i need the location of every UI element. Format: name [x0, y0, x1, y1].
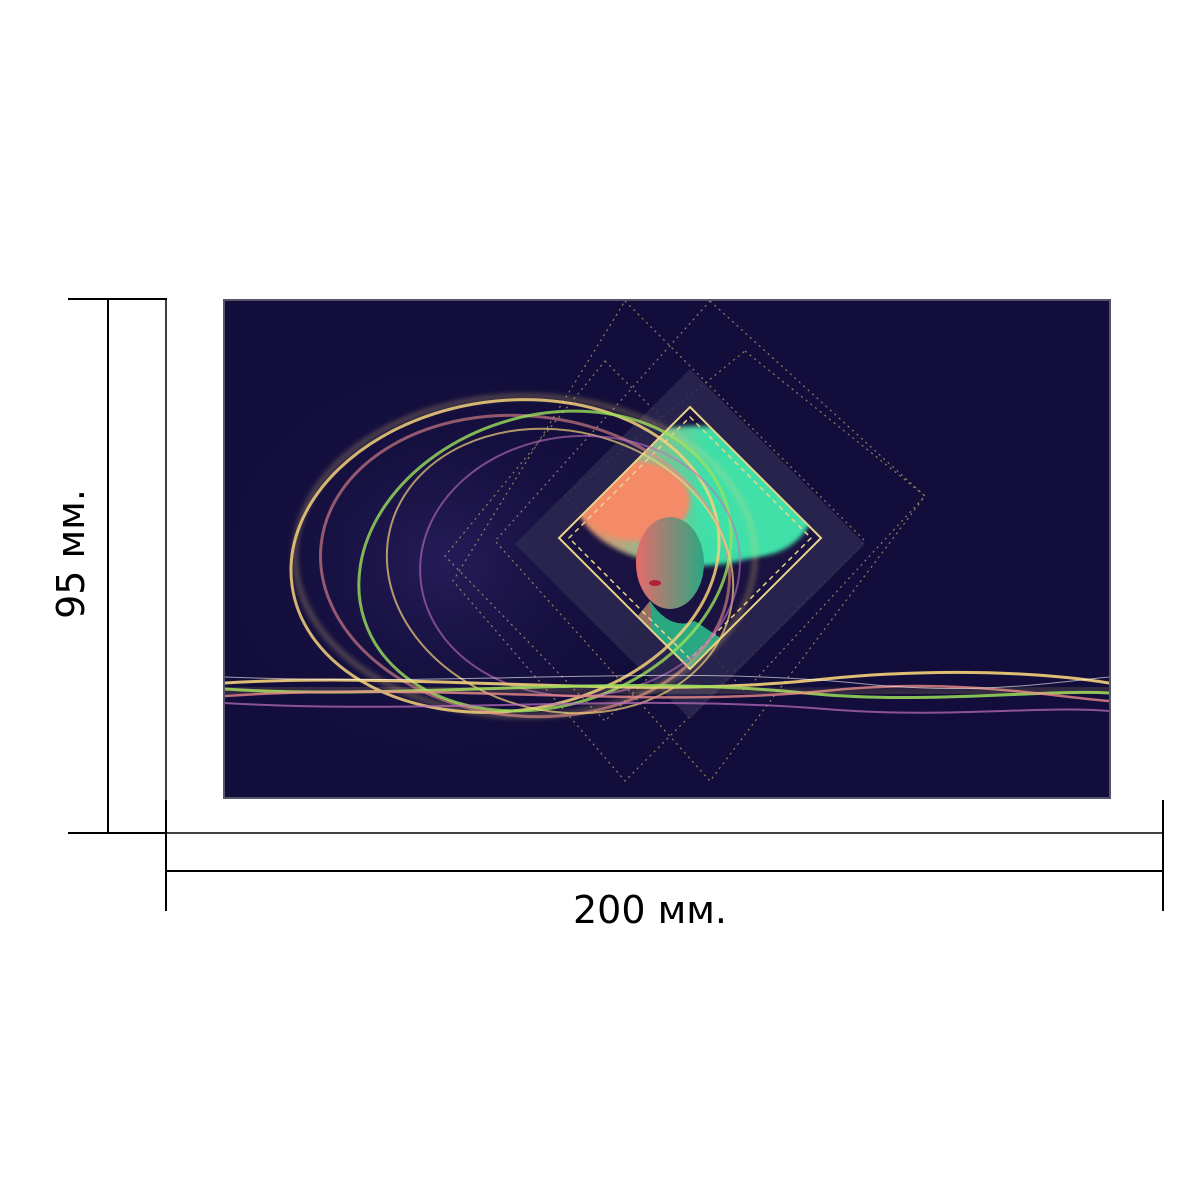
width-label: 200 мм. [572, 888, 728, 932]
artwork-card [223, 299, 1111, 799]
artwork-image [225, 301, 1109, 797]
face [636, 517, 704, 609]
height-label: 95 мм. [49, 489, 93, 619]
light-streaks [225, 670, 1109, 714]
